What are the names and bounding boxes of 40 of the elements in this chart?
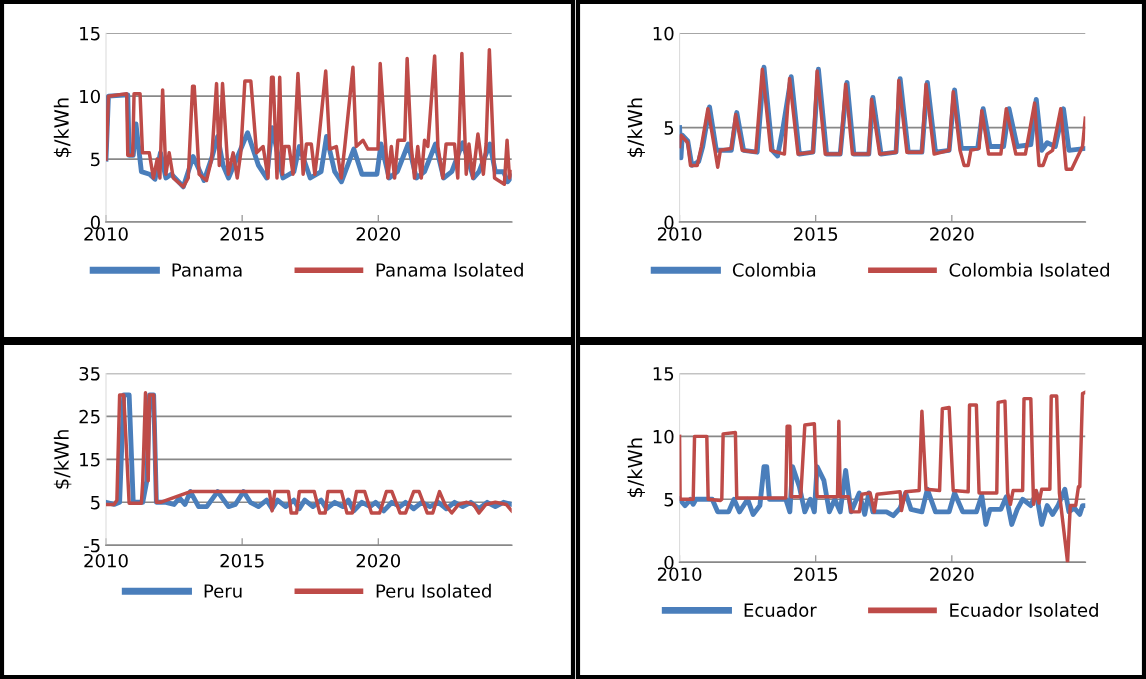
y-tick-label: 10 <box>653 429 674 444</box>
y-axis-title: $/kWh <box>53 98 72 157</box>
y-tick-label: 15 <box>653 367 674 381</box>
y-tick-label: 0 <box>664 215 674 230</box>
line-series <box>679 390 1086 563</box>
x-tick-label: 2015 <box>794 567 838 582</box>
x-tick-label: 2010 <box>84 553 128 568</box>
y-tick-label: 10 <box>80 89 100 104</box>
y-tick-label: 5 <box>664 492 674 507</box>
y-tick-label: 10 <box>653 26 674 41</box>
line-series <box>106 47 512 189</box>
x-tick-label: 2010 <box>657 567 702 582</box>
legend-label: Peru Isolated <box>376 583 491 598</box>
y-tick-label: 0 <box>664 555 674 570</box>
x-tick-label: 2015 <box>220 553 264 568</box>
x-tick-label: 2020 <box>356 553 401 568</box>
legend-label: Ecuador <box>744 603 817 617</box>
legend-label: Colombia <box>732 262 816 277</box>
x-tick-label: 2015 <box>794 227 838 241</box>
y-axis-title: $/kWh <box>627 98 645 157</box>
y-tick-label: 5 <box>91 495 100 510</box>
y-tick-label: -5 <box>84 538 100 553</box>
legend-label: Panama <box>172 263 242 277</box>
y-tick-label: 25 <box>79 409 100 424</box>
x-tick-label: 2020 <box>356 227 401 241</box>
legend-label: Panama Isolated <box>376 262 523 277</box>
y-tick-label: 5 <box>91 152 100 167</box>
legend-label: Peru <box>204 584 242 598</box>
x-tick-label: 2015 <box>220 227 264 241</box>
y-tick-label: 35 <box>79 366 100 381</box>
x-tick-label: 2020 <box>930 227 974 241</box>
legend-label: Colombia Isolated <box>949 262 1109 277</box>
x-tick-label: 2010 <box>657 227 702 241</box>
y-tick-label: 5 <box>664 121 674 135</box>
y-axis-title: $/kWh <box>53 430 72 489</box>
y-tick-label: 15 <box>80 26 100 41</box>
y-axis-title: $/kWh <box>627 438 645 498</box>
y-tick-label: 15 <box>80 453 100 467</box>
legend-label: Ecuador Isolated <box>950 603 1098 617</box>
x-tick-label: 2020 <box>930 567 974 582</box>
